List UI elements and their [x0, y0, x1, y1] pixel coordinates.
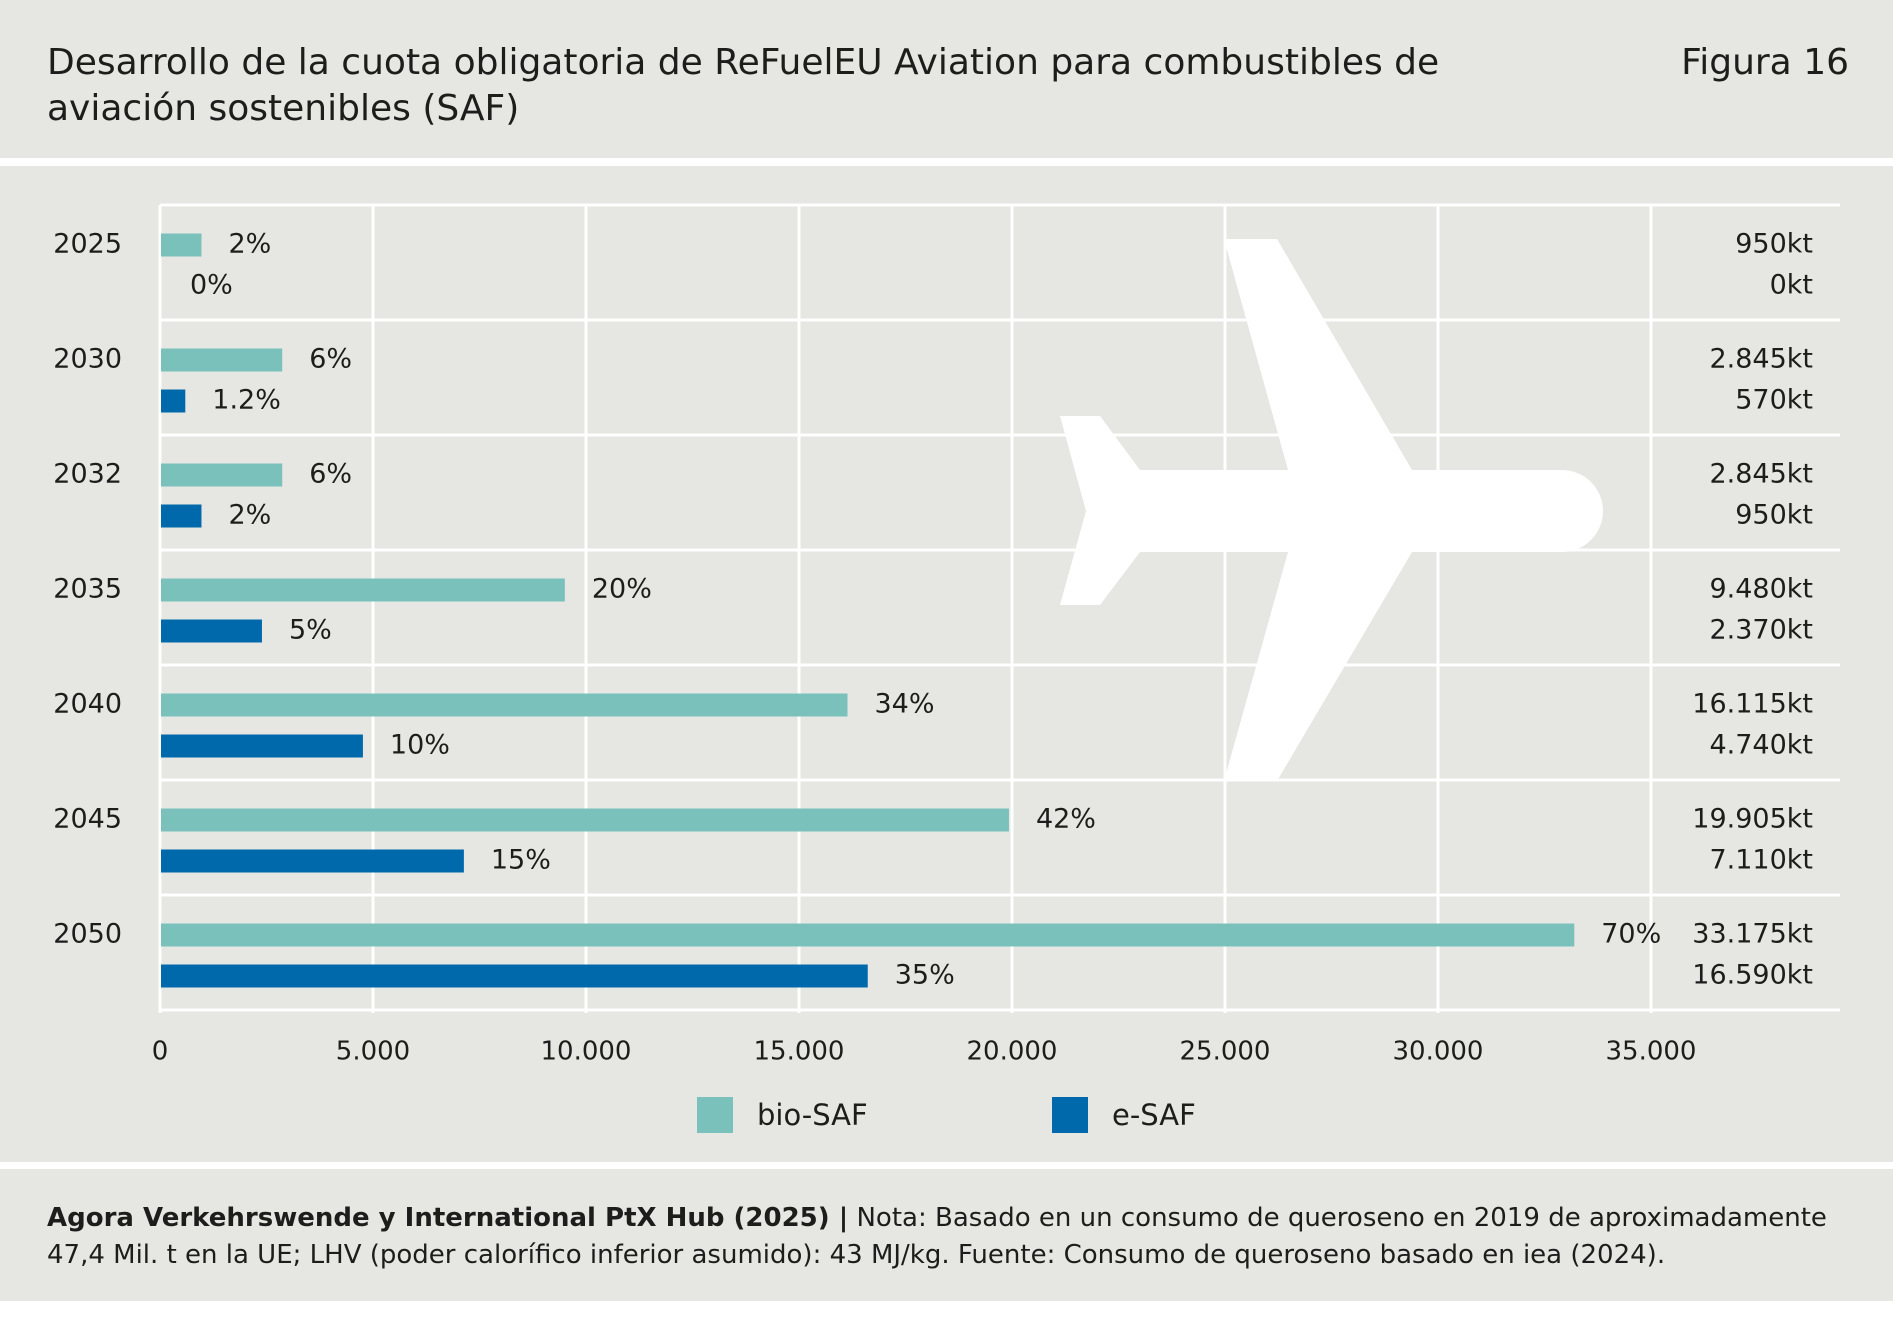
- bar-label-bio-saf: 42%: [1036, 804, 1096, 835]
- bar-label-e-saf: 10%: [390, 730, 450, 761]
- amount-label-bio-saf: 33.175kt: [1692, 919, 1813, 950]
- chart-header: Desarrollo de la cuota obligatoria de Re…: [0, 0, 1893, 158]
- x-tick-label: 5.000: [336, 1037, 410, 1067]
- bar-e-saf: [161, 504, 202, 528]
- amount-label-e-saf: 0kt: [1770, 270, 1813, 301]
- amount-label-bio-saf: 19.905kt: [1692, 804, 1813, 835]
- legend-swatch-bio-saf: [697, 1097, 733, 1133]
- footer-text: Agora Verkehrswende y International PtX …: [47, 1200, 1847, 1274]
- figure-number: Figura 16: [1681, 42, 1849, 83]
- footer-source: Agora Verkehrswende y International PtX …: [47, 1203, 849, 1233]
- year-label: 2050: [53, 919, 122, 950]
- bar-label-bio-saf: 34%: [874, 689, 934, 720]
- year-label: 2035: [53, 574, 122, 605]
- bar-e-saf: [161, 849, 464, 873]
- bar-label-bio-saf: 20%: [592, 574, 652, 605]
- chart-title: Desarrollo de la cuota obligatoria de Re…: [47, 42, 1440, 129]
- bar-label-bio-saf: 2%: [228, 229, 271, 260]
- bar-e-saf: [161, 389, 186, 413]
- bar-label-bio-saf: 6%: [309, 344, 352, 375]
- amount-label-e-saf: 16.590kt: [1692, 960, 1813, 991]
- year-label: 2045: [53, 804, 122, 835]
- bar-bio-saf: [161, 578, 565, 602]
- bar-bio-saf: [161, 808, 1009, 832]
- bar-bio-saf: [161, 693, 848, 717]
- x-tick-label: 10.000: [541, 1037, 632, 1067]
- x-tick-label: 30.000: [1393, 1037, 1484, 1067]
- footer-note: Nota: Basado en un consumo de queroseno …: [47, 1203, 1827, 1270]
- amount-label-bio-saf: 2.845kt: [1709, 459, 1813, 490]
- bar-label-e-saf: 15%: [491, 845, 551, 876]
- bar-label-e-saf: 35%: [895, 960, 955, 991]
- legend-label-bio-saf: bio-SAF: [757, 1098, 868, 1132]
- amount-label-e-saf: 950kt: [1735, 500, 1813, 531]
- x-tick-label: 35.000: [1606, 1037, 1697, 1067]
- amount-label-e-saf: 570kt: [1735, 385, 1813, 416]
- bar-e-saf: [161, 964, 868, 988]
- amount-label-e-saf: 7.110kt: [1709, 845, 1813, 876]
- year-label: 2040: [53, 689, 122, 720]
- footer: [0, 1169, 1893, 1301]
- legend-item-bio-saf: bio-SAF: [697, 1097, 868, 1133]
- bar-bio-saf: [161, 923, 1575, 947]
- legend-swatch-e-saf: [1052, 1097, 1088, 1133]
- bar-bio-saf: [161, 463, 283, 487]
- bar-bio-saf: [161, 233, 202, 257]
- amount-label-bio-saf: 16.115kt: [1692, 689, 1813, 720]
- amount-label-bio-saf: 950kt: [1735, 229, 1813, 260]
- amount-label-e-saf: 4.740kt: [1709, 730, 1813, 761]
- airplane-icon: [1060, 239, 1603, 781]
- bar-label-bio-saf: 70%: [1601, 919, 1661, 950]
- bar-label-e-saf: 5%: [289, 615, 332, 646]
- amount-label-bio-saf: 2.845kt: [1709, 344, 1813, 375]
- bar-bio-saf: [161, 348, 283, 372]
- bar-label-e-saf: 1.2%: [212, 385, 281, 416]
- legend-label-e-saf: e-SAF: [1112, 1098, 1196, 1132]
- bar-label-e-saf: 0%: [190, 270, 233, 301]
- amount-label-bio-saf: 9.480kt: [1709, 574, 1813, 605]
- bar-label-e-saf: 2%: [228, 500, 271, 531]
- x-tick-label: 25.000: [1180, 1037, 1271, 1067]
- x-tick-label: 15.000: [754, 1037, 845, 1067]
- amount-label-e-saf: 2.370kt: [1709, 615, 1813, 646]
- bar-label-bio-saf: 6%: [309, 459, 352, 490]
- x-tick-label: 20.000: [967, 1037, 1058, 1067]
- year-label: 2032: [53, 459, 122, 490]
- legend-item-e-saf: e-SAF: [1052, 1097, 1196, 1133]
- bar-e-saf: [161, 734, 363, 758]
- year-label: 2025: [53, 229, 122, 260]
- x-tick-label: 0: [152, 1037, 169, 1067]
- bar-e-saf: [161, 619, 262, 643]
- year-label: 2030: [53, 344, 122, 375]
